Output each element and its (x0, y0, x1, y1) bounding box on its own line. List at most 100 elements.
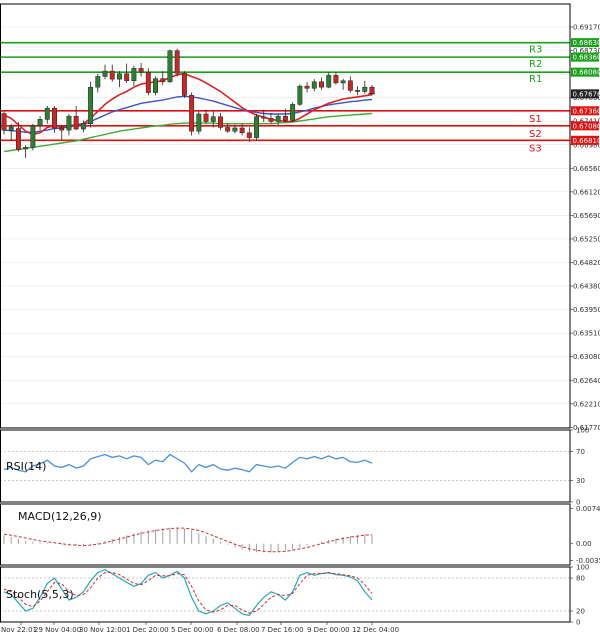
candle-body (66, 115, 72, 131)
candle-body (369, 86, 375, 94)
candle (30, 123, 36, 151)
candle-body (297, 85, 303, 105)
candle-body (153, 78, 158, 93)
price-tick-label: 0.64820 (573, 259, 600, 267)
current-price-label: 0.67676 (573, 90, 600, 98)
level-price-text-r2: 0.68360 (573, 54, 600, 62)
candle-body (174, 50, 180, 74)
candle-body (319, 81, 324, 88)
candle (246, 127, 252, 142)
candle-body (88, 86, 94, 124)
level-price-box-s1 (571, 106, 599, 116)
candle-body (225, 127, 231, 132)
x-tick-label: 29 Nov 04:00 (34, 626, 81, 634)
stoch-panel: Stoch(5,5,3) (0, 569, 570, 617)
price-tick-label: 0.62210 (573, 400, 600, 408)
macd-frame (0, 503, 571, 566)
candle-body (282, 115, 288, 121)
candle (8, 123, 14, 141)
rsi-line (3, 453, 373, 473)
candle (88, 81, 94, 128)
candle-body (254, 116, 259, 138)
stoch-tick-label: 100 (576, 564, 589, 572)
candle-body (30, 125, 36, 148)
candle (225, 123, 231, 133)
level-tag-r2: R2 (529, 59, 542, 70)
rsi-tick-label: 30 (576, 477, 585, 485)
candle-body (95, 76, 101, 88)
price-tick-label: 0.64380 (573, 283, 600, 291)
x-tick-label: Nov 22:01 (1, 626, 37, 634)
candle (282, 108, 288, 123)
candle-body (124, 73, 130, 81)
candle-body (167, 50, 173, 83)
level-tag-s3: S3 (529, 143, 542, 154)
stoch-title: Stoch(5,5,3) (6, 588, 74, 601)
candle-body (23, 147, 29, 150)
candle-body (210, 116, 216, 122)
candle (15, 122, 21, 152)
candle-body (326, 75, 332, 88)
candle-body (261, 116, 267, 119)
axis-layer: 0.691700.687300.682900.678500.674100.669… (1, 24, 600, 635)
candle-body (109, 70, 115, 80)
candle-body (347, 80, 353, 91)
level-price-box-s2 (571, 121, 599, 131)
candle-body (311, 81, 317, 89)
price-tick-label: 0.66560 (573, 165, 600, 173)
price-panel: R3 R2 R1 S1 S2 S3 (0, 41, 570, 159)
candle (355, 86, 361, 96)
candle (196, 111, 202, 135)
price-tick-label: 0.66120 (573, 188, 600, 196)
price-tick-label: 0.62640 (573, 377, 600, 385)
macd-tick-label: 0.007464 (576, 505, 600, 513)
candle (290, 102, 296, 123)
candle (181, 71, 187, 98)
candle-body (73, 115, 79, 130)
candle-body (290, 104, 296, 121)
level-price-box-r1 (571, 67, 599, 77)
x-tick-label: 7 Dec 16:00 (261, 626, 304, 634)
candle (73, 105, 79, 131)
x-tick-label: 6 Dec 08:00 (217, 626, 260, 634)
x-tick-label: 9 Dec 00:00 (307, 626, 350, 634)
candle (275, 114, 281, 126)
candle (117, 71, 122, 88)
level-tag-r1: R1 (529, 74, 542, 85)
candle (362, 80, 368, 94)
candle (203, 109, 209, 124)
level-tag-r3: R3 (529, 45, 542, 56)
macd-tick-label: -0.003568 (576, 557, 600, 565)
candle-body (160, 78, 166, 83)
price-tick-label: 0.69170 (573, 24, 600, 32)
candle-body (232, 127, 238, 132)
candle (340, 78, 346, 90)
candle-body (189, 94, 195, 132)
candle (102, 64, 108, 80)
candle (347, 76, 353, 93)
candle (95, 73, 101, 93)
candle-body (117, 73, 122, 80)
candle (297, 84, 303, 106)
candle-body (355, 90, 361, 92)
price-tick-label: 0.63080 (573, 353, 600, 361)
candle-body (196, 113, 202, 132)
level-price-text-r3: 0.68630 (573, 39, 600, 47)
candle (138, 63, 144, 77)
candle (1, 111, 7, 135)
candle (109, 64, 115, 82)
price-tick-label: 0.65250 (573, 235, 600, 243)
x-tick-label: 1 Dec 20:00 (126, 626, 169, 634)
level-price-text-s2: 0.67080 (573, 122, 600, 130)
candle (174, 48, 180, 77)
candle (131, 65, 137, 87)
candle (232, 124, 238, 134)
candle-body (246, 132, 252, 138)
price-tick-label: 0.63510 (573, 330, 600, 338)
level-price-box-r3 (571, 38, 599, 48)
level-tag-s2: S2 (529, 129, 542, 140)
candle-body (102, 70, 108, 77)
rsi-tick-label: 100 (576, 427, 589, 435)
level-price-box-s3 (571, 135, 599, 145)
